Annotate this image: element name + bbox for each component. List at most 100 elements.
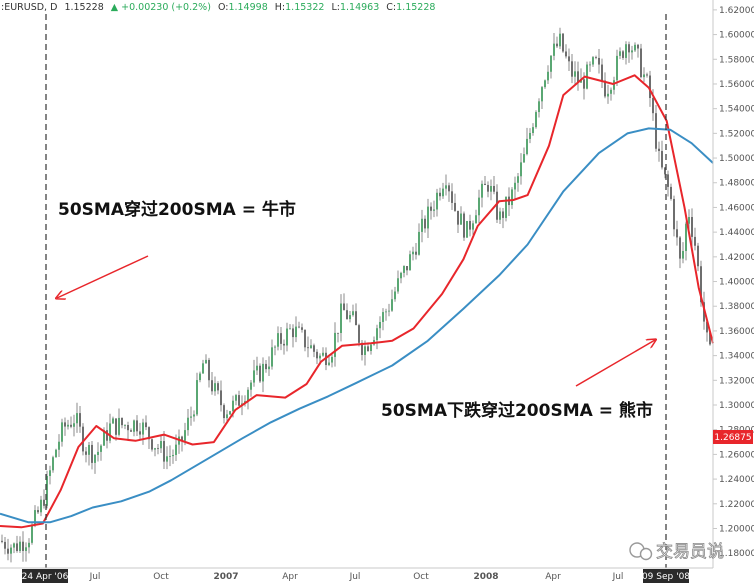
candle-up — [274, 346, 276, 348]
candle-up — [286, 328, 288, 346]
candle-down — [343, 303, 345, 311]
candle-up — [460, 213, 462, 225]
candle-up — [310, 345, 312, 349]
candle-up — [520, 162, 522, 177]
candle-down — [457, 210, 459, 225]
candle-up — [409, 254, 411, 271]
candle-up — [187, 417, 189, 431]
candle-up — [190, 416, 192, 418]
candle-down — [70, 424, 72, 427]
last-price: 1.15228 — [64, 2, 103, 13]
candle-down — [640, 48, 642, 78]
candle-up — [631, 50, 633, 53]
candle-up — [514, 182, 516, 190]
candle-down — [43, 499, 45, 506]
candle-up — [61, 422, 63, 442]
header-text: :EURUSD, D 1.15228 ▲ +0.00230 (+0.2%) O:… — [1, 2, 435, 13]
candle-up — [289, 328, 291, 330]
candle-down — [652, 98, 654, 114]
candle-up — [175, 444, 177, 455]
candle-up — [394, 291, 396, 300]
y-tick-label: 1.30000 — [719, 401, 754, 411]
y-tick-label: 1.58000 — [719, 55, 754, 65]
candle-down — [448, 185, 450, 192]
candle-down — [469, 221, 471, 230]
candle-up — [109, 423, 111, 441]
candle-down — [367, 346, 369, 352]
candle-up — [523, 154, 525, 163]
candle-up — [169, 456, 171, 457]
candle-down — [85, 451, 87, 455]
candle-up — [58, 441, 60, 450]
candle-down — [106, 430, 108, 441]
y-tick-label: 1.32000 — [719, 376, 754, 386]
candle-up — [199, 373, 201, 381]
candle-down — [292, 328, 294, 338]
low-value: 1.14963 — [340, 2, 379, 13]
candle-down — [259, 365, 261, 382]
candle-down — [361, 342, 363, 355]
candle-down — [667, 174, 669, 187]
candle-down — [661, 151, 663, 168]
candle-down — [298, 326, 300, 328]
candle-down — [211, 380, 213, 392]
candle-down — [301, 327, 303, 330]
candle-up — [490, 185, 492, 192]
y-tick-label: 1.50000 — [719, 154, 754, 164]
time-axis[interactable]: Jul Oct 2007 Apr Jul Oct 2008 Apr Jul — [0, 567, 713, 582]
candle-up — [142, 422, 144, 435]
x-tick-label: 2008 — [473, 572, 498, 582]
candle-up — [133, 420, 135, 432]
x-tick-label: Jul — [89, 572, 101, 582]
y-tick-label: 1.36000 — [719, 327, 754, 337]
candle-up — [160, 441, 162, 449]
candle-up — [112, 418, 114, 424]
candle-down — [502, 211, 504, 218]
candle-up — [532, 127, 534, 133]
candle-up — [481, 183, 483, 198]
candle-up — [445, 185, 447, 189]
candle-down — [406, 266, 408, 271]
y-tick-label: 1.56000 — [719, 80, 754, 90]
candle-up — [478, 197, 480, 216]
candle-down — [208, 359, 210, 381]
candle-down — [148, 427, 150, 440]
candle-down — [7, 548, 9, 554]
candle-down — [316, 351, 318, 359]
candle-down — [676, 229, 678, 238]
candle-down — [280, 333, 282, 344]
candle-up — [88, 444, 90, 455]
candle-down — [121, 417, 123, 426]
date-marker-box — [643, 569, 689, 583]
candle-down — [64, 422, 66, 427]
candle-down — [577, 71, 579, 83]
candle-down — [649, 75, 651, 99]
candle-up — [544, 80, 546, 88]
y-tick-label: 1.38000 — [719, 302, 754, 312]
candle-down — [700, 266, 702, 303]
y-tick-label: 1.46000 — [719, 203, 754, 213]
candle-up — [196, 380, 198, 415]
x-tick-label: Jul — [612, 572, 624, 582]
symbol-label: :EURUSD, D — [1, 2, 57, 13]
price-axis[interactable]: 1.62000 1.60000 1.58000 1.56000 1.54000 1.520… — [712, 0, 754, 568]
candle-down — [415, 251, 417, 255]
candle-up — [505, 196, 507, 218]
candle-up — [376, 328, 378, 341]
candle-up — [499, 211, 501, 220]
candle-up — [535, 112, 537, 128]
candle-up — [574, 71, 576, 77]
candle-down — [664, 167, 666, 175]
series-layer — [0, 74, 714, 529]
candle-up — [19, 541, 21, 551]
candle-up — [541, 87, 543, 102]
candle-down — [304, 329, 306, 348]
sma200-line — [0, 127, 714, 524]
close-label: C: — [386, 2, 396, 13]
candle-up — [55, 449, 57, 458]
candle-up — [529, 132, 531, 139]
candle-down — [37, 510, 39, 513]
candle-up — [154, 448, 156, 450]
